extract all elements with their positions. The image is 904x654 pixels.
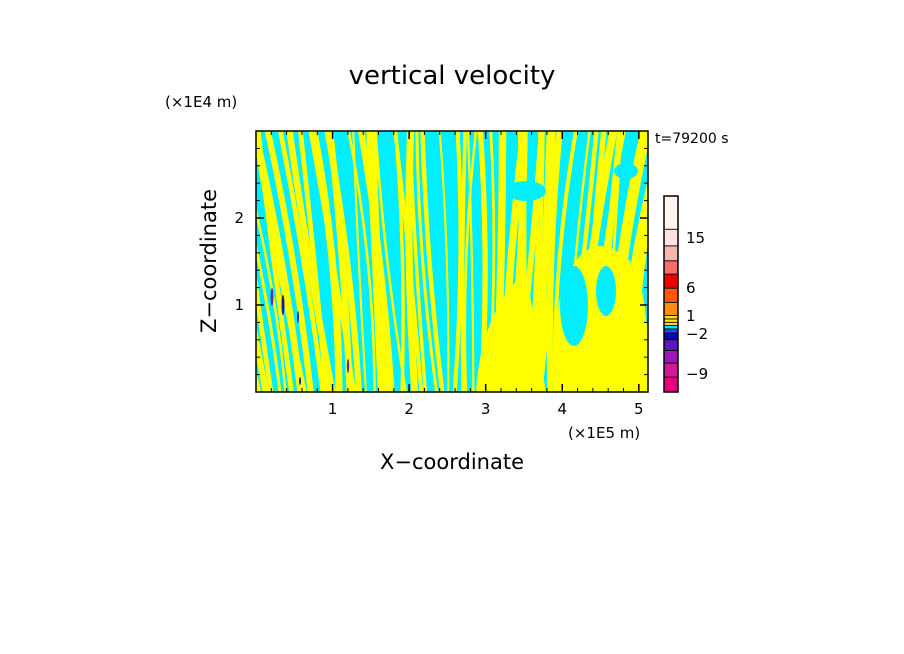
chart-title: vertical velocity	[349, 61, 556, 91]
x-tick-label: 5	[634, 400, 644, 418]
colorbar-swatch	[663, 328, 679, 334]
colorbar-swatch	[663, 273, 679, 289]
contour-cell-strong-negative	[299, 377, 301, 385]
contour-band-positive	[420, 131, 445, 392]
contour-band-positive	[264, 131, 314, 392]
contour-band-positive	[673, 131, 727, 392]
colorbar-frame	[663, 195, 679, 393]
contour-field	[256, 131, 744, 392]
contour-band-positive	[438, 131, 450, 392]
y-axis-label: Z−coordinate	[197, 189, 221, 333]
colorbar-swatch	[663, 260, 679, 275]
contour-cell-strong-negative	[281, 295, 285, 315]
contour-band-positive	[347, 131, 376, 392]
contour-band-positive	[407, 131, 428, 392]
time-label: t=79200 s	[655, 131, 729, 147]
contour-cell-strong-negative	[297, 311, 299, 323]
contour-band-positive	[256, 240, 282, 392]
contour-band-positive	[687, 131, 744, 392]
colorbar-swatch	[663, 332, 679, 341]
contour-band-positive	[256, 323, 269, 392]
x-tick-label: 2	[404, 400, 414, 418]
contour-band-positive	[463, 131, 478, 392]
contour-band-positive	[324, 131, 362, 392]
y-tick-label: 1	[234, 296, 244, 314]
x-tick-label: 4	[557, 400, 567, 418]
x-unit-label: (×1E5 m)	[568, 424, 640, 442]
colorbar-swatch	[663, 362, 679, 378]
contour-band-positive	[308, 131, 357, 392]
colorbar-swatch	[663, 376, 679, 393]
contour-band-positive	[278, 131, 326, 392]
y-tick-label: 2	[234, 209, 244, 227]
y-axis: 12	[234, 147, 648, 376]
contour-cell-strong-negative	[346, 359, 350, 373]
contour-band-positive	[452, 131, 463, 392]
contour-band-positive	[286, 131, 336, 392]
colorbar-swatch	[663, 339, 679, 351]
contour-band-positive	[374, 131, 408, 392]
contour-band-positive	[676, 131, 730, 392]
contour-region-negative	[560, 266, 588, 346]
contour-cell-strong-negative	[270, 288, 274, 306]
colorbar-swatch	[663, 350, 679, 364]
colorbar-swatch	[663, 228, 679, 247]
colorbar-tick-label: 6	[686, 279, 696, 297]
plot-frame	[255, 130, 649, 393]
contour-band-positive	[256, 205, 287, 392]
contour-band-positive	[460, 131, 467, 392]
contour-band-positive	[655, 131, 708, 392]
colorbar-swatch	[663, 301, 679, 316]
contour-band-positive	[393, 131, 424, 392]
colorbar-tick-label: 1	[686, 307, 696, 325]
contour-band-positive	[415, 131, 439, 392]
colorbar-tick-label: −9	[686, 365, 708, 383]
contour-band-positive	[546, 131, 563, 392]
y-unit-label: (×1E4 m)	[165, 93, 237, 111]
colorbar-swatch	[663, 245, 679, 262]
x-tick-label: 1	[328, 400, 338, 418]
contour-region-negative	[506, 181, 546, 201]
plot-area	[256, 131, 744, 392]
x-tick-label: 3	[481, 400, 491, 418]
colorbar-swatch	[663, 318, 679, 323]
colorbar-swatch	[663, 321, 679, 326]
x-axis: 1 2 3 4 5	[270, 131, 644, 418]
colorbar-labels: 15 6 1−2 −9	[686, 229, 708, 383]
contour-band-positive	[256, 271, 274, 392]
contour-band-positive	[357, 131, 395, 392]
colorbar-swatch	[663, 325, 679, 330]
colorbar-swatch	[663, 287, 679, 303]
contour-region-positive	[476, 271, 546, 392]
colorbar-tick-label: 15	[686, 229, 705, 247]
contour-region-negative	[614, 163, 638, 179]
colorbar-tick-label: −2	[686, 325, 708, 343]
x-axis-label: X−coordinate	[380, 450, 524, 474]
contour-band-positive	[256, 131, 307, 392]
contour-band-positive	[466, 131, 475, 392]
colorbar	[663, 195, 679, 393]
contour-region-negative	[596, 266, 616, 316]
colorbar-swatch	[663, 315, 679, 320]
colorbar-swatch	[663, 195, 679, 230]
